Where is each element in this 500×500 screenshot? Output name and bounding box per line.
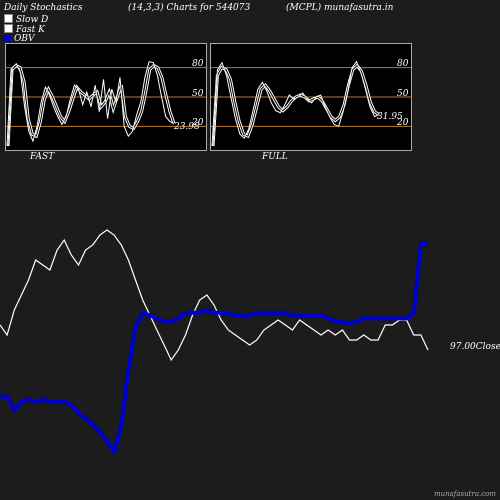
legend-fast-k: Fast K xyxy=(4,24,45,35)
full-level-20: 20 xyxy=(397,118,409,128)
full-level-50: 50 xyxy=(397,89,409,99)
legend-swatch-obv xyxy=(4,35,11,42)
fast-level-20: 20 xyxy=(192,118,204,128)
close-price-line xyxy=(0,229,429,362)
fast-series-1-line xyxy=(7,61,175,147)
legend-swatch-slow-d xyxy=(4,14,13,23)
fast-level-50: 50 xyxy=(192,89,204,99)
full-stochastic-panel: 80 50 20 31.95 xyxy=(210,43,412,151)
obv-line xyxy=(0,241,428,455)
legend-obv: OBV xyxy=(4,34,35,44)
full-series-0-line xyxy=(212,64,380,147)
footer-brand: munafasutra.com xyxy=(433,490,496,498)
full-last-value: 31.95 xyxy=(377,112,403,122)
chart-symbol: (MCPL) munafasutra.in xyxy=(286,3,394,13)
legend-label-slow-d: Slow D xyxy=(16,15,49,25)
legend-slow-d: Slow D xyxy=(4,14,48,25)
legend-label-fast-k: Fast K xyxy=(16,25,45,35)
fast-series-0-line xyxy=(7,64,175,147)
legend-swatch-fast-k xyxy=(4,24,13,33)
close-price-label: 97.00Close xyxy=(450,342,500,352)
full-stochastic-plot xyxy=(211,60,411,147)
chart-params: (14,3,3) Charts for 544073 xyxy=(128,3,251,13)
fast-stochastic-plot xyxy=(6,61,206,147)
fast-caption: FAST xyxy=(30,152,55,162)
full-series-1-line xyxy=(212,60,380,147)
legend-label-obv: OBV xyxy=(14,34,35,44)
fast-stochastic-panel: 80 50 20 23.98 xyxy=(5,43,207,151)
full-level-80: 80 xyxy=(397,59,409,69)
full-caption: FULL xyxy=(262,152,288,162)
fast-last-value: 23.98 xyxy=(174,122,200,132)
fast-level-80: 80 xyxy=(192,59,204,69)
chart-title: Daily Stochastics xyxy=(4,3,83,13)
